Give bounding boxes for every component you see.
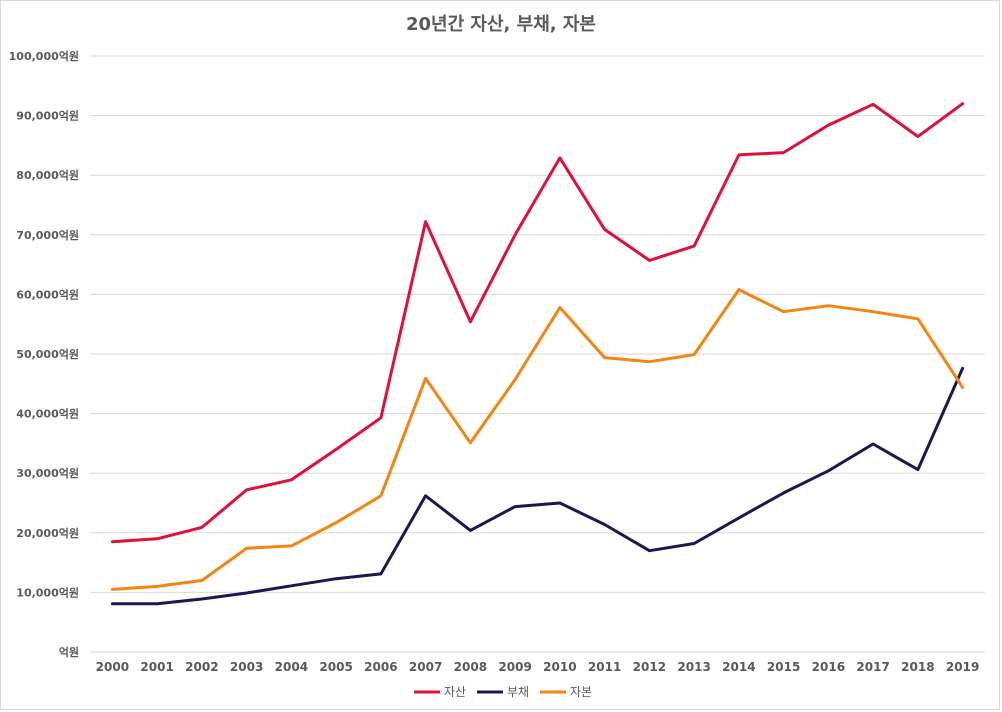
x-tick-label: 2017 <box>856 660 889 674</box>
y-tick-label: 80,000억원 <box>16 168 79 182</box>
legend-label: 자산 <box>444 685 466 699</box>
y-tick-label: 100,000억원 <box>9 49 79 63</box>
y-axis-ticks: 억원 10,000억원 20,000억원 30,000억원 40,000억원 50,000… <box>9 49 79 659</box>
gridlines <box>90 55 985 653</box>
y-tick-label: 40,000억원 <box>16 407 79 421</box>
x-tick-label: 2014 <box>722 660 755 674</box>
x-tick-label: 2018 <box>901 660 934 674</box>
x-tick-label: 2011 <box>588 660 621 674</box>
x-tick-label: 2016 <box>812 660 845 674</box>
y-tick-label: 60,000억원 <box>16 287 79 301</box>
x-tick-label: 2008 <box>454 660 487 674</box>
y-tick-label: 70,000억원 <box>16 228 79 242</box>
x-tick-label: 2009 <box>498 660 531 674</box>
y-tick-label: 30,000억원 <box>16 466 79 480</box>
legend: 자산 부채 자본 <box>414 685 592 699</box>
x-tick-label: 2006 <box>364 660 397 674</box>
x-tick-label: 2019 <box>946 660 979 674</box>
x-tick-label: 2001 <box>140 660 173 674</box>
x-tick-label: 2015 <box>767 660 800 674</box>
x-axis-ticks: 2000 2001 2002 2003 2004 2005 2006 2007 2008 2009… <box>96 660 980 674</box>
x-tick-label: 2007 <box>409 660 442 674</box>
y-tick-label: 50,000억원 <box>16 347 79 361</box>
legend-label: 자본 <box>570 685 592 699</box>
series-line-부채 <box>110 366 965 606</box>
x-tick-label: 2000 <box>96 660 129 674</box>
series-lines <box>110 102 965 606</box>
y-tick-label: 10,000억원 <box>16 585 79 599</box>
y-tick-label: 20,000억원 <box>16 526 79 540</box>
legend-label: 부채 <box>507 685 529 699</box>
x-tick-label: 2010 <box>543 660 576 674</box>
x-tick-label: 2013 <box>677 660 710 674</box>
series-line-자본 <box>110 288 965 591</box>
x-tick-label: 2002 <box>185 660 218 674</box>
chart-title: 20년간 자산, 부채, 자본 <box>405 14 596 35</box>
x-tick-label: 2005 <box>319 660 352 674</box>
x-tick-label: 2012 <box>633 660 666 674</box>
y-tick-label: 90,000억원 <box>16 109 79 123</box>
series-line-자산 <box>110 102 965 544</box>
y-tick-label: 억원 <box>59 645 79 659</box>
x-tick-label: 2004 <box>275 660 308 674</box>
x-tick-label: 2003 <box>230 660 263 674</box>
